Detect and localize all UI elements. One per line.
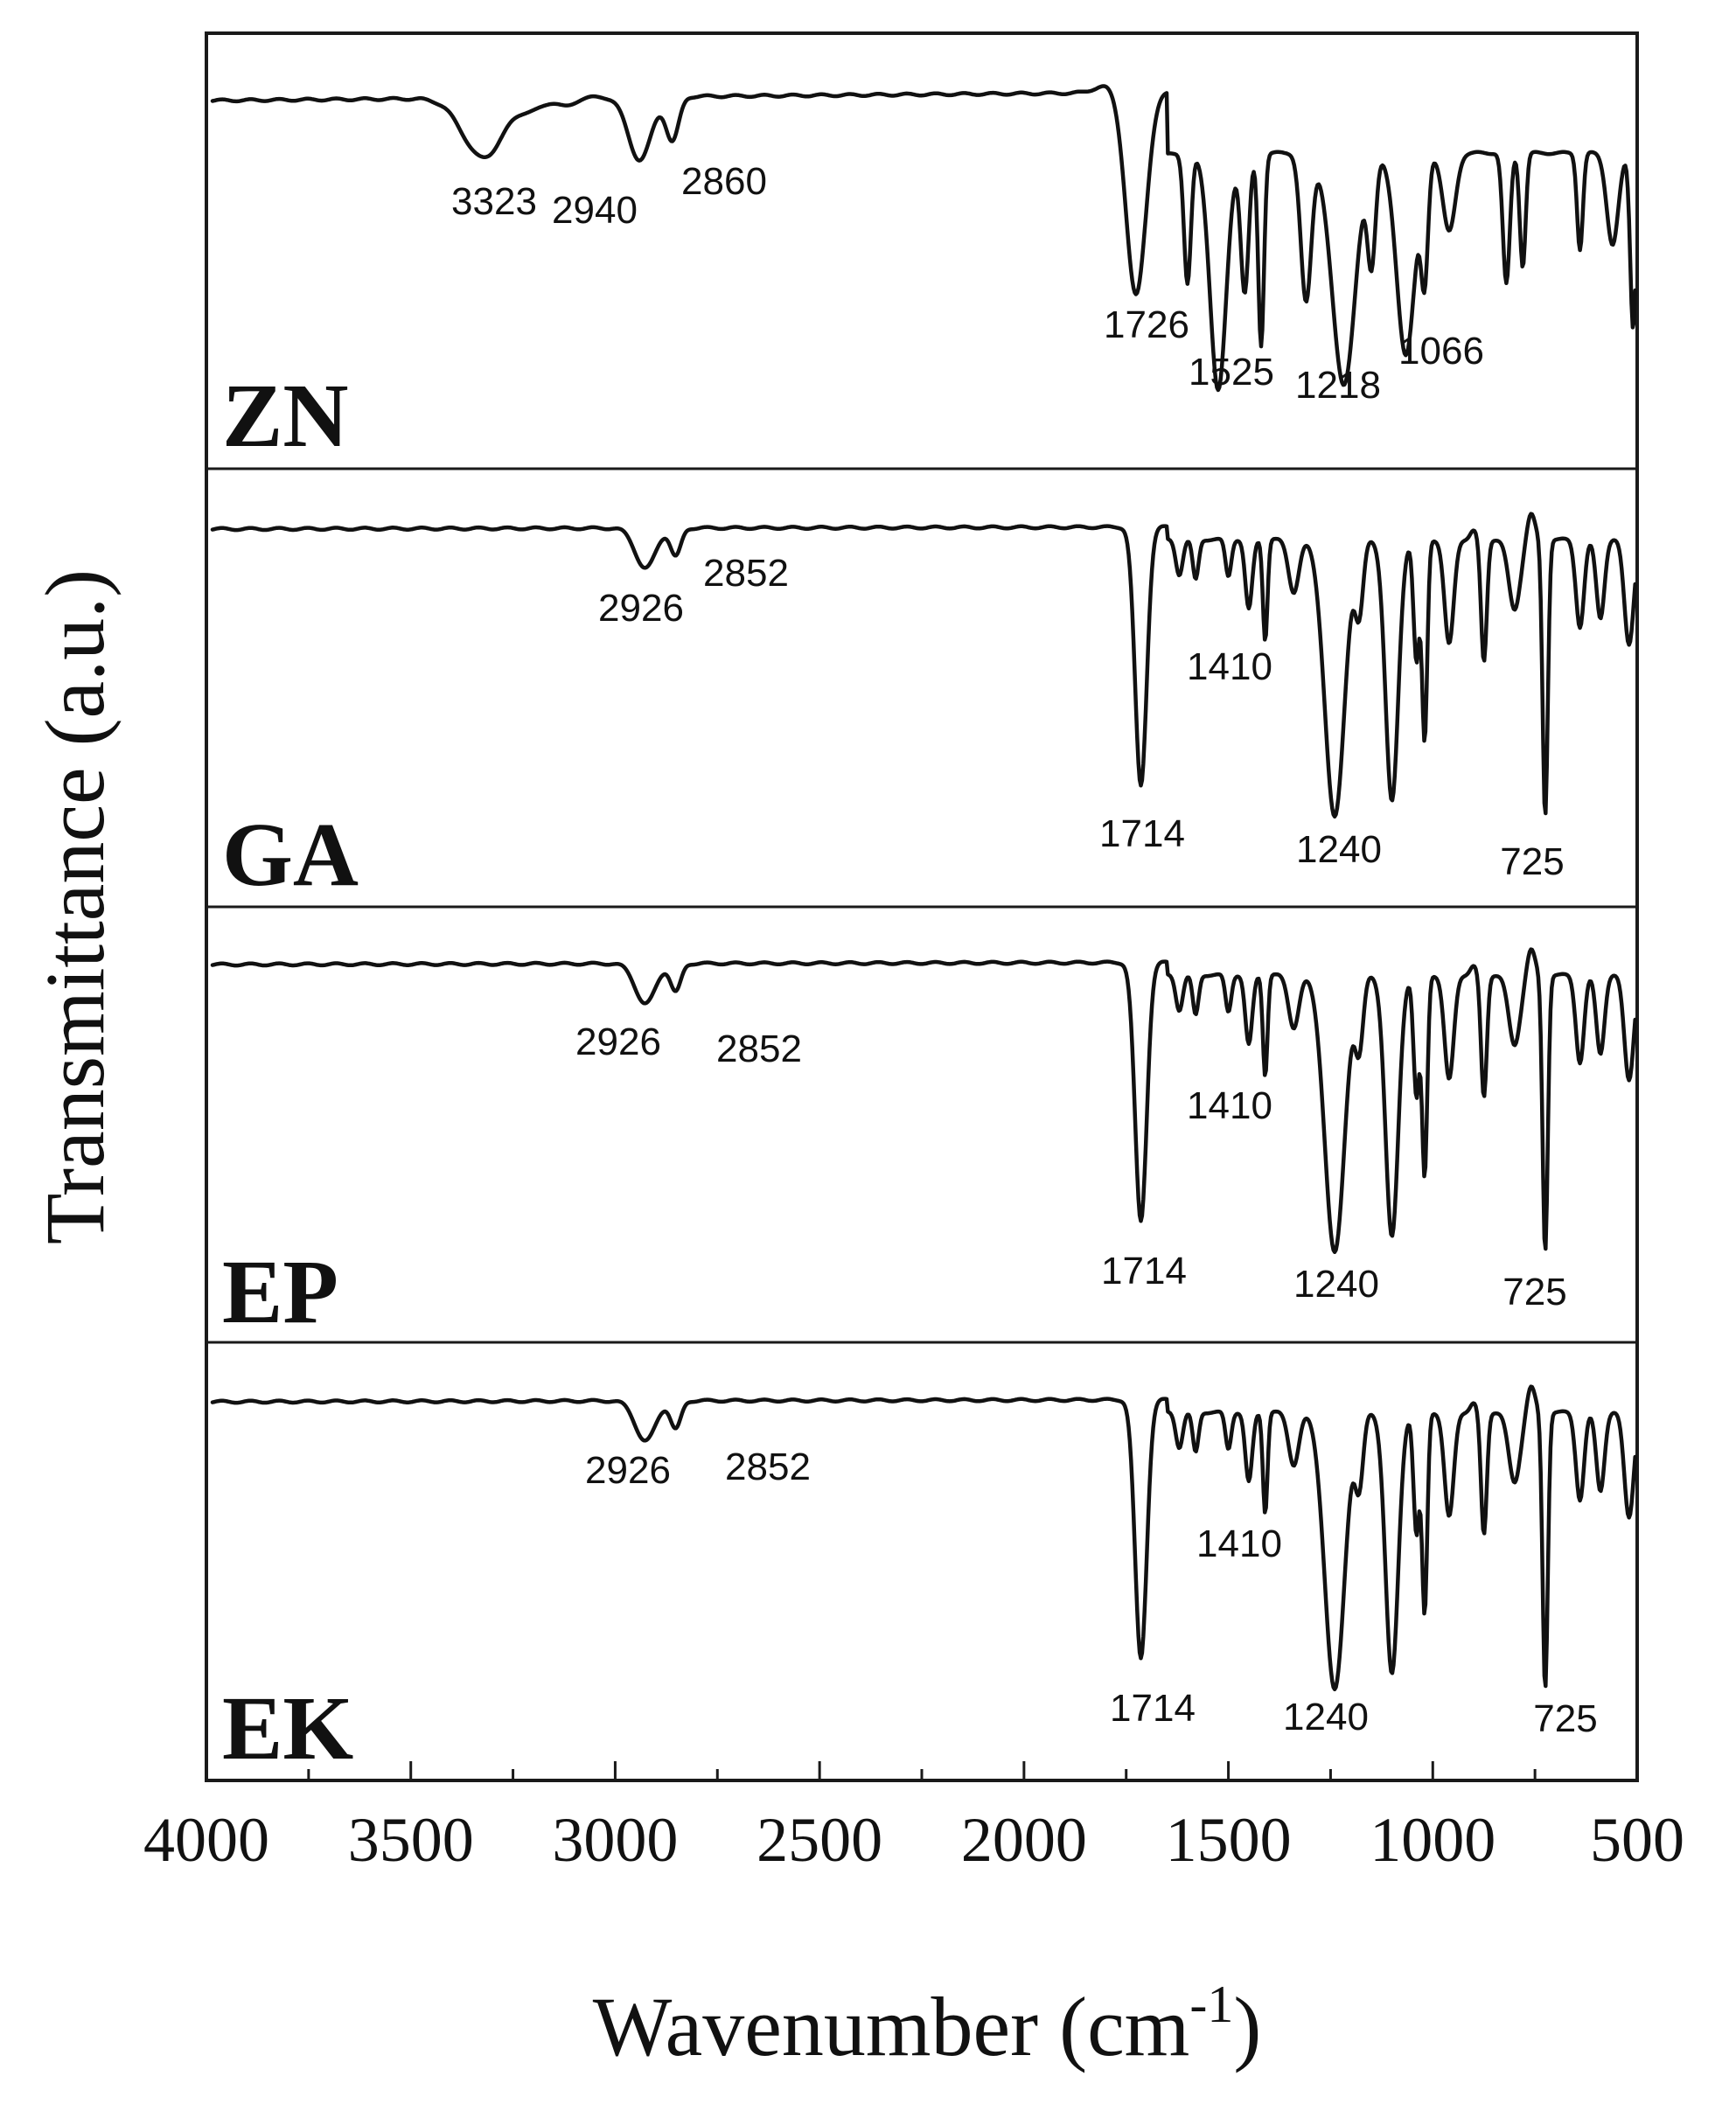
x-axis: 4000 3500 3000 2500 2000 1500 1000 500	[143, 1761, 1684, 1875]
x-tick-label: 2000	[961, 1805, 1087, 1875]
peak-label: 1525	[1189, 351, 1274, 394]
peak-label: 1240	[1296, 828, 1382, 871]
panel-ga: GA 2926 2852 1410 1714 1240 725	[206, 467, 1637, 905]
panel-label: GA	[222, 805, 359, 905]
panel-label: EP	[222, 1242, 338, 1342]
x-tick-label: 3000	[552, 1805, 678, 1875]
peak-label: 2852	[703, 552, 789, 595]
peak-label: 725	[1500, 840, 1564, 883]
peak-label: 1066	[1398, 330, 1484, 373]
peak-label: 1240	[1283, 1696, 1369, 1738]
x-tick-label: 500	[1590, 1805, 1684, 1875]
peak-label: 1726	[1104, 303, 1189, 346]
peak-label: 3323	[451, 180, 537, 223]
peak-label: 1240	[1293, 1263, 1379, 1306]
peak-label: 2852	[716, 1028, 802, 1070]
peak-label: 2852	[725, 1446, 811, 1488]
panel-ek: EK 2926 2852 1410 1714 1240 725	[206, 1341, 1637, 1779]
panel-label: ZN	[222, 366, 348, 466]
peak-label: 2940	[552, 189, 638, 232]
peak-label: 725	[1502, 1271, 1566, 1313]
peak-label: 1714	[1110, 1687, 1196, 1730]
peak-label: 2926	[575, 1021, 661, 1063]
peak-label: 2860	[681, 160, 767, 203]
y-axis-title: Transmittance (a.u.)	[28, 569, 122, 1244]
x-tick-label: 4000	[143, 1805, 269, 1875]
x-tick-label: 3500	[348, 1805, 474, 1875]
peak-label: 1410	[1187, 1084, 1272, 1127]
peak-label: 2926	[598, 587, 684, 630]
peak-label: 725	[1533, 1697, 1597, 1740]
panel-ep: EP 2926 2852 1410 1714 1240 725	[206, 905, 1637, 1342]
peak-label: 1218	[1295, 364, 1381, 407]
x-tick-label: 2500	[756, 1805, 882, 1875]
spectrum-line-ep	[210, 947, 1637, 1255]
peak-label: 2926	[585, 1449, 671, 1492]
peak-label: 1714	[1099, 812, 1185, 855]
peak-label: 1410	[1187, 645, 1272, 688]
x-axis-title: Wavenumber (cm-1)	[593, 1975, 1262, 2073]
peak-label: 1714	[1101, 1250, 1187, 1292]
spectrum-line-zn	[210, 84, 1637, 393]
spectrum-line-ga	[210, 512, 1637, 819]
spectrum-line-ek	[210, 1384, 1637, 1692]
x-tick-label: 1000	[1370, 1805, 1495, 1875]
x-tick-label: 1500	[1166, 1805, 1292, 1875]
peak-label: 1410	[1196, 1522, 1282, 1565]
panel-label: EK	[222, 1678, 353, 1779]
